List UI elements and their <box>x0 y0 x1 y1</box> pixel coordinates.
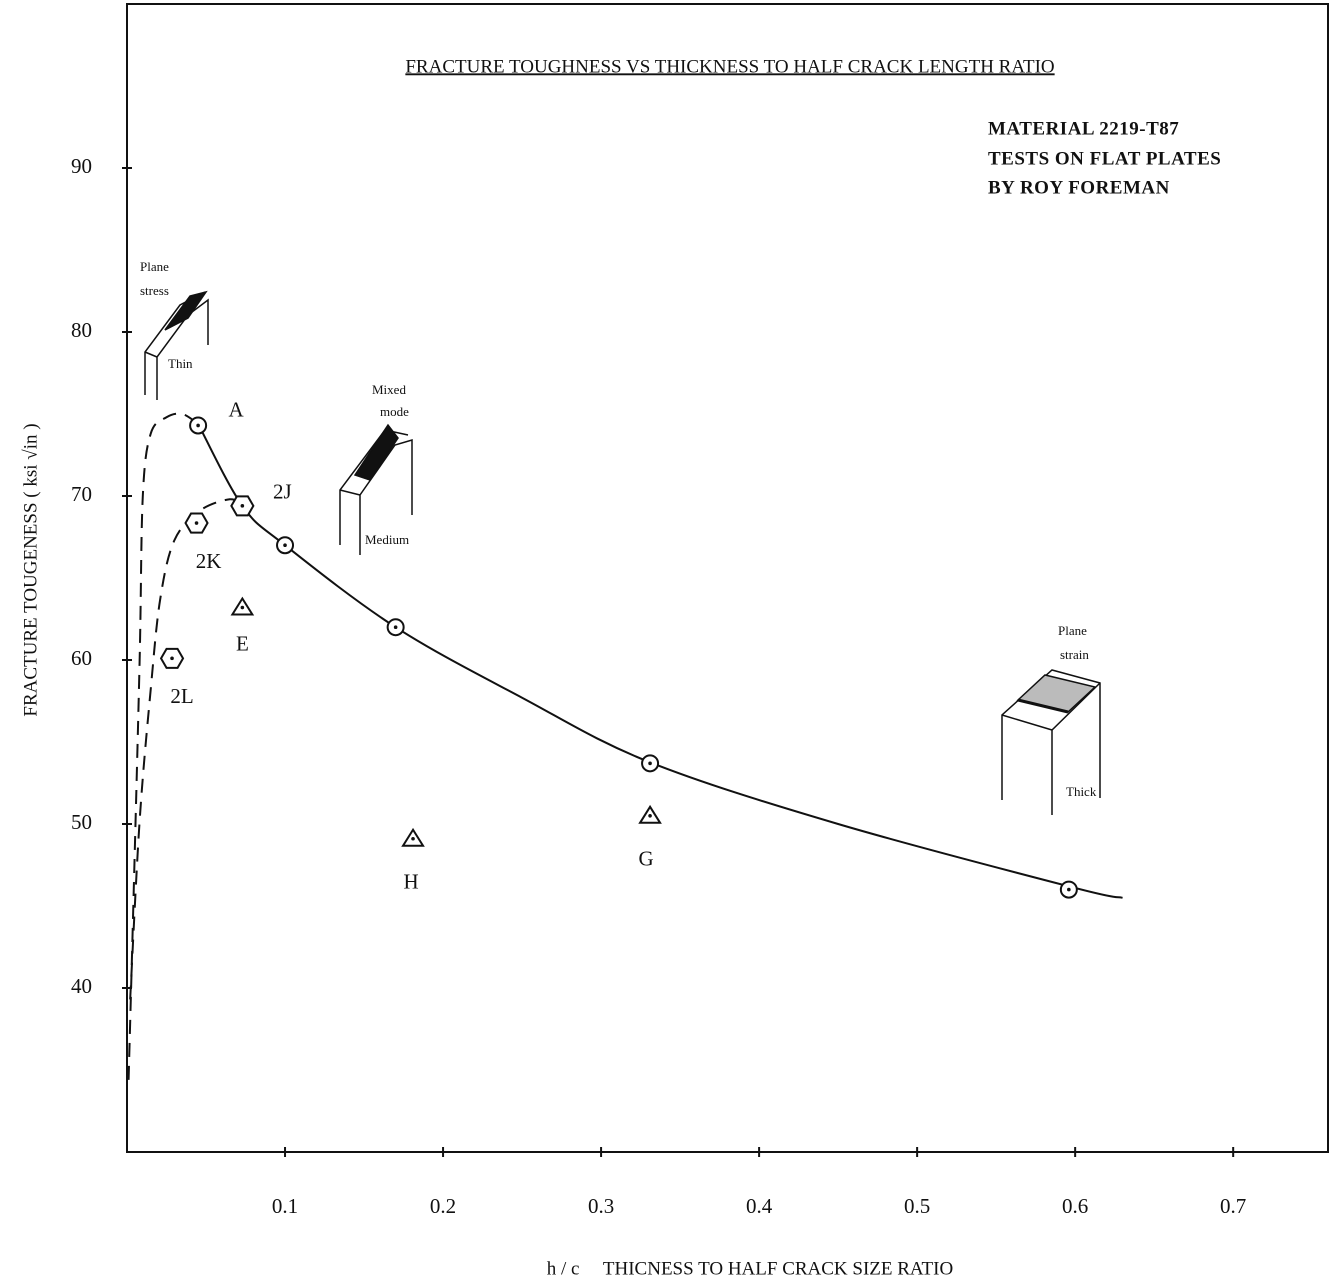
point-label: A <box>229 397 245 421</box>
y-tick-label: 50 <box>71 810 92 834</box>
point-center <box>394 625 398 629</box>
y-axis-label: FRACTURE TOUGENESS ( ksi √in ) <box>20 423 41 716</box>
sketch-label: strain <box>1060 647 1089 662</box>
point-center <box>1067 888 1071 892</box>
sketch-label: Mixed <box>372 382 406 397</box>
point-center <box>283 543 287 547</box>
note: MATERIAL 2219-T87 <box>988 118 1179 139</box>
sketch-size: Medium <box>365 532 409 547</box>
y-tick-label: 60 <box>71 646 92 670</box>
sketch-label: mode <box>380 404 409 419</box>
y-tick-label: 70 <box>71 482 92 506</box>
x-tick-label: 0.7 <box>1220 1194 1246 1218</box>
x-tick-label: 0.3 <box>588 1194 614 1218</box>
point-label: 2J <box>273 480 292 504</box>
point-center <box>241 606 245 610</box>
point-center <box>648 814 652 818</box>
x-tick-label: 0.1 <box>272 1194 298 1218</box>
x-tick-label: 0.5 <box>904 1194 930 1218</box>
point-center <box>648 762 652 766</box>
point-center <box>170 657 174 661</box>
point-center <box>241 504 245 508</box>
sketch-size: Thin <box>168 356 193 371</box>
note: TESTS ON FLAT PLATES <box>988 148 1221 169</box>
note: BY ROY FOREMAN <box>988 177 1170 198</box>
x-tick-label: 0.2 <box>430 1194 456 1218</box>
point-label: H <box>403 870 418 894</box>
dashed-curve <box>130 499 242 999</box>
plot-frame <box>127 4 1328 1152</box>
point-center <box>411 837 415 841</box>
point-center <box>196 424 200 428</box>
point-label: G <box>638 847 653 871</box>
x-axis-label: h / c THICNESS TO HALF CRACK SIZE RATIO <box>547 1258 953 1279</box>
sketch-label: Plane <box>1058 623 1087 638</box>
y-tick-label: 40 <box>71 974 92 998</box>
chart: FRACTURE TOUGHNESS VS THICKNESS TO HALF … <box>0 0 1334 1283</box>
x-tick-label: 0.4 <box>746 1194 773 1218</box>
point-label: 2L <box>170 684 193 708</box>
x-tick-label: 0.6 <box>1062 1194 1088 1218</box>
point-label: 2K <box>196 549 222 573</box>
dashed-curve <box>129 414 199 1080</box>
fit-curve <box>198 424 1122 898</box>
y-tick-label: 80 <box>71 318 92 342</box>
y-tick-label: 90 <box>71 154 92 178</box>
sketch-label: stress <box>140 283 169 298</box>
sketch-size: Thick <box>1066 784 1097 799</box>
sketch-label: Plane <box>140 259 169 274</box>
point-center <box>195 521 199 525</box>
point-label: E <box>236 631 249 655</box>
chart-title: FRACTURE TOUGHNESS VS THICKNESS TO HALF … <box>405 56 1054 77</box>
sketch-thin <box>145 292 208 400</box>
